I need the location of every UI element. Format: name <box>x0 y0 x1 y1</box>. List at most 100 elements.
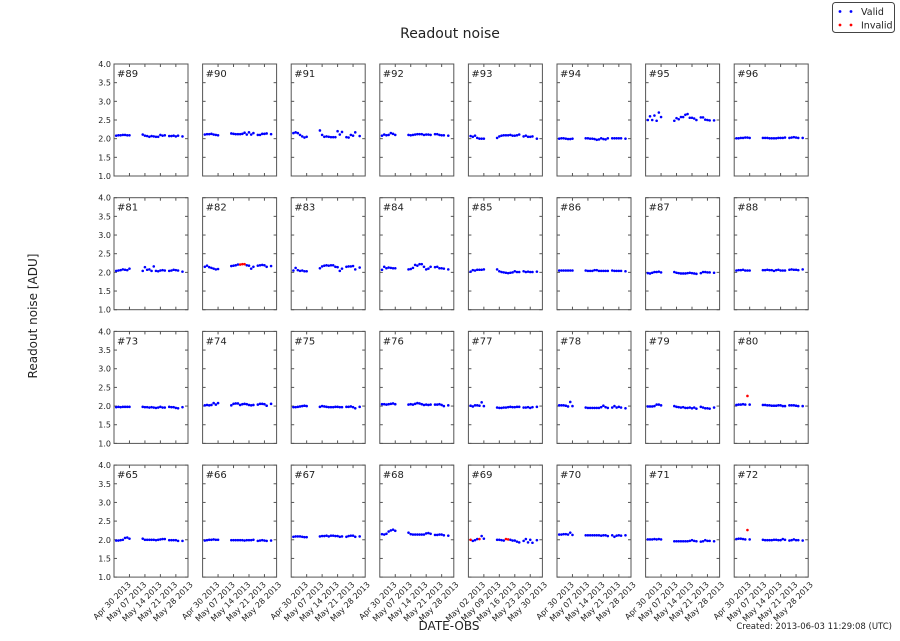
valid-point <box>172 538 175 542</box>
valid-point <box>701 539 705 543</box>
valid-point <box>265 132 268 135</box>
valid-point <box>770 136 774 140</box>
valid-point <box>624 269 627 273</box>
valid-point <box>606 406 610 410</box>
valid-point <box>141 133 145 136</box>
valid-point <box>741 537 745 541</box>
valid-point <box>482 268 486 271</box>
valid-point <box>657 111 661 114</box>
valid-point <box>325 135 328 138</box>
valid-point <box>148 406 151 409</box>
valid-point <box>156 538 160 542</box>
legend-valid-marker <box>838 10 842 13</box>
valid-point <box>471 539 475 543</box>
valid-point <box>174 135 178 138</box>
valid-point <box>427 531 430 535</box>
valid-point <box>517 133 521 136</box>
valid-point <box>269 402 273 406</box>
valid-point <box>393 402 397 406</box>
valid-point <box>712 119 716 122</box>
valid-point <box>336 405 339 409</box>
valid-point <box>566 137 570 141</box>
valid-point <box>349 265 353 268</box>
valid-point <box>783 538 787 542</box>
y-tick-label: 1.0 <box>98 573 111 582</box>
valid-point <box>440 533 443 536</box>
valid-point <box>329 135 333 139</box>
panel-92: #92 <box>379 63 455 177</box>
valid-point <box>212 267 215 270</box>
panel-label: #69 <box>471 470 492 481</box>
valid-point <box>167 405 171 409</box>
valid-point <box>320 265 324 268</box>
valid-point <box>473 134 477 137</box>
valid-point <box>790 136 793 139</box>
valid-point <box>504 406 508 409</box>
valid-point <box>746 269 749 272</box>
valid-point <box>770 404 774 407</box>
valid-point <box>522 269 525 273</box>
valid-point <box>247 538 251 542</box>
valid-point <box>739 537 743 540</box>
valid-point <box>123 536 127 540</box>
valid-point <box>701 270 705 274</box>
valid-point <box>442 533 446 537</box>
valid-point <box>216 401 220 405</box>
valid-point <box>292 405 295 409</box>
valid-point <box>203 265 207 269</box>
valid-point <box>571 404 574 408</box>
valid-point <box>777 136 780 140</box>
valid-point <box>210 132 213 136</box>
valid-point <box>515 134 519 137</box>
valid-point <box>535 538 539 542</box>
valid-point <box>125 268 129 272</box>
valid-point <box>586 533 590 537</box>
valid-point <box>528 135 532 139</box>
valid-point <box>770 268 774 272</box>
valid-point <box>154 135 158 139</box>
valid-point <box>438 266 441 270</box>
valid-point <box>648 538 652 541</box>
valid-point <box>774 538 778 542</box>
valid-point <box>212 538 215 541</box>
valid-point <box>300 404 304 408</box>
valid-point <box>300 269 304 272</box>
valid-point <box>624 137 627 140</box>
valid-point <box>517 541 521 544</box>
panel-frame <box>556 63 632 177</box>
valid-point <box>438 133 441 137</box>
panel-frame <box>733 464 809 578</box>
legend-box <box>832 2 895 33</box>
panel-label: #94 <box>560 69 581 80</box>
valid-point <box>495 268 499 271</box>
panel-89: 1.0 1.5 2.0 2.5 3.0 3.5 4.0 #89 <box>98 60 189 181</box>
valid-point <box>161 406 164 409</box>
valid-point <box>123 268 127 272</box>
valid-point <box>478 268 481 272</box>
panel-84: #84 <box>379 197 455 311</box>
valid-point <box>320 404 324 408</box>
valid-point <box>535 270 539 273</box>
valid-point <box>794 404 798 407</box>
valid-point <box>358 405 361 409</box>
invalid-point <box>241 262 244 266</box>
valid-point <box>159 133 162 137</box>
valid-point <box>528 270 532 274</box>
valid-point <box>391 266 395 270</box>
valid-point <box>407 133 410 137</box>
valid-point <box>597 269 601 273</box>
valid-point <box>480 534 483 538</box>
valid-point <box>584 269 588 272</box>
valid-point <box>673 119 676 123</box>
valid-point <box>318 129 322 132</box>
valid-point <box>418 262 421 266</box>
valid-point <box>407 403 410 406</box>
valid-point <box>327 264 331 267</box>
valid-point <box>294 131 297 134</box>
valid-point <box>117 405 120 409</box>
valid-point <box>690 538 694 542</box>
valid-point <box>167 269 171 273</box>
panel-frame <box>645 330 721 444</box>
